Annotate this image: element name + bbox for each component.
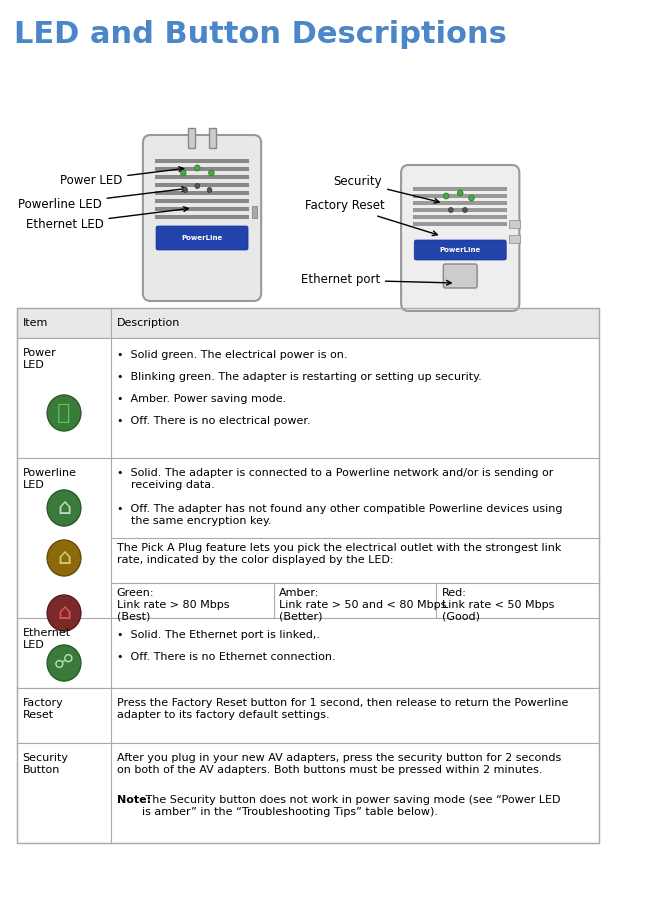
Circle shape	[47, 595, 81, 631]
Text: •  Off. There is no electrical power.: • Off. There is no electrical power.	[117, 416, 310, 426]
Circle shape	[47, 645, 81, 681]
Text: •  Solid. The Ethernet port is linked,.: • Solid. The Ethernet port is linked,.	[117, 630, 320, 640]
Bar	[509, 235, 520, 243]
Text: Green:
Link rate > 80 Mbps
(Best): Green: Link rate > 80 Mbps (Best)	[117, 588, 229, 621]
Text: •  Off. The adapter has not found any other compatible Powerline devices using
 : • Off. The adapter has not found any oth…	[117, 504, 562, 525]
Text: Power
LED: Power LED	[23, 348, 56, 370]
Text: ⌂: ⌂	[57, 603, 71, 623]
Circle shape	[195, 183, 200, 189]
Text: •  Amber. Power saving mode.: • Amber. Power saving mode.	[117, 394, 286, 404]
Text: Security
Button: Security Button	[23, 753, 69, 775]
Text: Factory
Reset: Factory Reset	[23, 698, 64, 719]
Text: Ethernet
LED: Ethernet LED	[23, 628, 71, 649]
Circle shape	[47, 540, 81, 576]
Bar	[413, 222, 507, 226]
FancyBboxPatch shape	[443, 264, 477, 288]
Bar	[17, 458, 599, 618]
Circle shape	[47, 490, 81, 526]
Bar	[413, 201, 507, 205]
Text: Ethernet LED: Ethernet LED	[26, 207, 189, 231]
Text: Item: Item	[23, 318, 48, 328]
Bar	[17, 618, 599, 688]
Text: •  Blinking green. The adapter is restarting or setting up security.: • Blinking green. The adapter is restart…	[117, 372, 481, 382]
Circle shape	[183, 188, 187, 192]
Text: Amber:
Link rate > 50 and < 80 Mbps
(Better): Amber: Link rate > 50 and < 80 Mbps (Bet…	[279, 588, 447, 621]
Circle shape	[469, 195, 474, 201]
Text: •  Off. There is no Ethernet connection.: • Off. There is no Ethernet connection.	[117, 652, 335, 662]
Text: PowerLine: PowerLine	[440, 247, 481, 253]
Text: Security: Security	[333, 175, 439, 203]
Text: ⌂: ⌂	[57, 548, 71, 568]
Circle shape	[449, 207, 453, 213]
Text: ⌂: ⌂	[57, 498, 71, 518]
Bar	[17, 338, 599, 458]
FancyBboxPatch shape	[401, 165, 519, 311]
Text: Powerline LED: Powerline LED	[18, 187, 187, 210]
Circle shape	[208, 170, 214, 176]
FancyBboxPatch shape	[143, 135, 261, 301]
Circle shape	[462, 207, 467, 213]
Text: Ethernet port: Ethernet port	[301, 274, 451, 286]
Bar	[413, 194, 507, 198]
Bar	[17, 308, 599, 338]
Bar	[155, 183, 249, 187]
Text: Powerline
LED: Powerline LED	[23, 468, 77, 489]
Bar	[413, 215, 507, 219]
FancyBboxPatch shape	[156, 226, 248, 250]
Bar	[17, 688, 599, 743]
Bar	[252, 206, 257, 218]
Text: Red:
Link rate < 50 Mbps
(Good): Red: Link rate < 50 Mbps (Good)	[442, 588, 554, 621]
Bar	[17, 308, 599, 843]
Circle shape	[180, 170, 186, 176]
Text: •  Solid green. The electrical power is on.: • Solid green. The electrical power is o…	[117, 350, 347, 360]
Bar	[155, 167, 249, 171]
Bar	[413, 208, 507, 212]
Circle shape	[443, 193, 449, 199]
Text: Power LED: Power LED	[60, 167, 183, 187]
Bar	[208, 128, 216, 148]
Bar	[155, 199, 249, 203]
Bar	[155, 175, 249, 179]
Circle shape	[207, 188, 212, 192]
Circle shape	[457, 190, 463, 196]
Text: After you plug in your new AV adapters, press the security button for 2 seconds
: After you plug in your new AV adapters, …	[117, 753, 561, 775]
Bar	[155, 215, 249, 219]
Bar	[509, 220, 520, 228]
FancyBboxPatch shape	[414, 240, 506, 260]
Text: Press the Factory Reset button for 1 second, then release to return the Powerlin: Press the Factory Reset button for 1 sec…	[117, 698, 568, 719]
Bar	[17, 743, 599, 843]
Text: ⏻: ⏻	[58, 403, 71, 423]
Circle shape	[47, 395, 81, 431]
Text: LED and Button Descriptions: LED and Button Descriptions	[14, 20, 507, 49]
Text: The Security button does not work in power saving mode (see “Power LED
is amber”: The Security button does not work in pow…	[142, 795, 561, 816]
Text: Note:: Note:	[117, 795, 151, 805]
Text: •  Solid. The adapter is connected to a Powerline network and/or is sending or
 : • Solid. The adapter is connected to a P…	[117, 468, 553, 489]
Circle shape	[195, 165, 200, 171]
Bar	[155, 207, 249, 211]
Text: PowerLine: PowerLine	[181, 235, 223, 241]
Bar	[188, 128, 195, 148]
Text: The Pick A Plug feature lets you pick the electrical outlet with the strongest l: The Pick A Plug feature lets you pick th…	[117, 543, 561, 565]
Text: ☍: ☍	[54, 654, 74, 673]
Text: Factory Reset: Factory Reset	[305, 199, 438, 235]
Bar	[155, 191, 249, 195]
Bar	[413, 187, 507, 191]
Text: Description: Description	[117, 318, 180, 328]
Bar	[155, 159, 249, 163]
